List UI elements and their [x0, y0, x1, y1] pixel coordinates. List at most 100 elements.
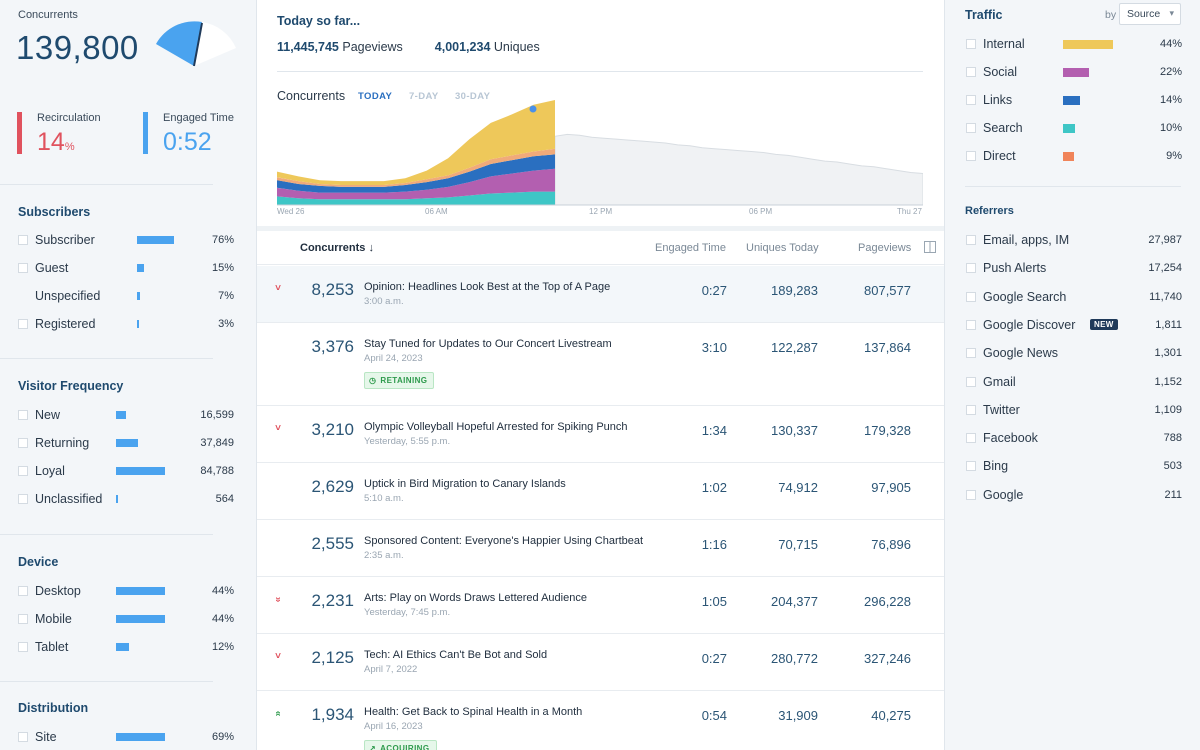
article-title[interactable]: Health: Get Back to Spinal Health in a M…	[364, 706, 583, 718]
referrer-row[interactable]: Gmail 1,152	[945, 373, 1200, 393]
table-header: Concurrents ↓ Engaged Time Uniques Today…	[257, 231, 944, 265]
checkbox[interactable]	[18, 494, 28, 504]
columns-icon[interactable]	[924, 241, 936, 253]
table-row[interactable]: 2,555 Sponsored Content: Everyone's Happi…	[257, 520, 944, 577]
checkbox[interactable]	[18, 410, 28, 420]
pageviews-value: 11,445,745	[277, 40, 339, 54]
checkbox[interactable]	[966, 235, 976, 245]
column-header-uniques-today[interactable]: Uniques Today	[746, 242, 819, 254]
checkbox[interactable]	[18, 642, 28, 652]
article-date: Yesterday, 5:55 p.m.	[364, 436, 451, 447]
subscriber-row[interactable]: Registered 3%	[0, 315, 240, 335]
traffic-source-select[interactable]: Source ▾	[1119, 3, 1181, 25]
row-uniques: 189,283	[771, 283, 818, 298]
table-row[interactable]: 3,376 Stay Tuned for Updates to Our Conce…	[257, 323, 944, 406]
checkbox[interactable]	[18, 732, 28, 742]
column-header-engaged-time[interactable]: Engaged Time	[655, 242, 726, 254]
checkbox[interactable]	[966, 123, 976, 133]
traffic-row[interactable]: Direct 9%	[945, 147, 1200, 167]
traffic-row[interactable]: Links 14%	[945, 91, 1200, 111]
tab-today[interactable]: TODAY	[358, 91, 393, 102]
visitor-frequency-title: Visitor Frequency	[18, 379, 124, 393]
referrer-value: 1,811	[1155, 318, 1182, 331]
checkbox[interactable]	[966, 404, 976, 415]
traffic-row[interactable]: Social 22%	[945, 63, 1200, 83]
table-row[interactable]: 2,629 Uptick in Bird Migration to Canary …	[257, 463, 944, 520]
visitor-frequency-row[interactable]: New 16,599	[0, 406, 240, 426]
visitor-frequency-value: 564	[215, 493, 234, 505]
article-title[interactable]: Sponsored Content: Everyone's Happier Us…	[364, 535, 644, 547]
checkbox[interactable]	[966, 39, 976, 49]
referrer-row[interactable]: Google News 1,301	[945, 344, 1200, 364]
table-row[interactable]: ˅ 2,125 Tech: AI Ethics Can't Be Bot and S…	[257, 634, 944, 691]
article-title[interactable]: Arts: Play on Words Draws Lettered Audie…	[364, 592, 587, 604]
tab-30-day[interactable]: 30-DAY	[455, 91, 491, 102]
article-title[interactable]: Olympic Volleyball Hopeful Arrested for …	[364, 421, 628, 433]
subscriber-row[interactable]: Unspecified 7%	[0, 287, 240, 307]
visitor-frequency-row[interactable]: Unclassified 564	[0, 490, 240, 510]
article-title[interactable]: Tech: AI Ethics Can't Be Bot and Sold	[364, 649, 548, 661]
referrer-row[interactable]: Twitter 1,109	[945, 401, 1200, 421]
row-engaged-time: 0:54	[701, 708, 727, 723]
column-header-concurrents[interactable]: Concurrents ↓	[300, 242, 374, 254]
divider	[277, 71, 923, 72]
checkbox[interactable]	[966, 95, 976, 105]
new-badge: NEW	[1090, 318, 1118, 330]
device-row[interactable]: Desktop 44%	[0, 582, 240, 602]
checkbox[interactable]	[966, 489, 976, 500]
referrer-label: Google	[983, 487, 1024, 502]
subscriber-row[interactable]: Guest 15%	[0, 259, 240, 279]
article-title[interactable]: Opinion: Headlines Look Best at the Top …	[364, 281, 611, 293]
row-engaged-time: 0:27	[701, 283, 727, 298]
device-row[interactable]: Tablet 12%	[0, 638, 240, 658]
checkbox[interactable]	[966, 151, 976, 161]
row-uniques: 130,337	[771, 423, 818, 438]
tab-7-day[interactable]: 7-DAY	[409, 91, 439, 102]
checkbox[interactable]	[18, 438, 28, 448]
traffic-row[interactable]: Internal 44%	[945, 35, 1200, 55]
checkbox[interactable]	[966, 263, 976, 274]
arrow-up-right-icon: ↗	[369, 744, 377, 750]
referrer-value: 1,109	[1154, 403, 1182, 416]
referrer-row[interactable]: Google Search 11,740	[945, 288, 1200, 308]
subscriber-row[interactable]: Subscriber 76%	[0, 231, 240, 251]
today-stats: 11,445,745 Pageviews 4,001,234 Uniques	[277, 40, 540, 54]
column-header-pageviews[interactable]: Pageviews	[858, 242, 912, 254]
referrers-title: Referrers	[965, 205, 1014, 217]
visitor-frequency-row[interactable]: Loyal 84,788	[0, 462, 240, 482]
checkbox[interactable]	[18, 586, 28, 596]
article-date: 2:35 a.m.	[364, 550, 404, 561]
distribution-row[interactable]: Site 69%	[0, 728, 240, 748]
referrer-row[interactable]: Email, apps, IM 27,987	[945, 231, 1200, 251]
referrer-row[interactable]: Bing 503	[945, 457, 1200, 477]
referrer-row[interactable]: Google 211	[945, 486, 1200, 506]
table-row[interactable]: ˅ 8,253 Opinion: Headlines Look Best at th…	[257, 266, 944, 323]
checkbox[interactable]	[18, 466, 28, 476]
checkbox[interactable]	[18, 263, 28, 273]
referrer-row[interactable]: Facebook 788	[945, 429, 1200, 449]
subscriber-value: 15%	[211, 262, 234, 274]
checkbox[interactable]	[18, 614, 28, 624]
referrer-row[interactable]: Google Discover NEW 1,811	[945, 316, 1200, 336]
checkbox[interactable]	[18, 319, 28, 329]
table-row[interactable]: « 1,934 Health: Get Back to Spinal Health …	[257, 691, 944, 750]
checkbox[interactable]	[966, 433, 976, 444]
traffic-row[interactable]: Search 10%	[945, 119, 1200, 139]
checkbox[interactable]	[966, 376, 976, 387]
checkbox[interactable]	[966, 291, 976, 302]
article-title[interactable]: Stay Tuned for Updates to Our Concert Li…	[364, 338, 612, 350]
visitor-frequency-row[interactable]: Returning 37,849	[0, 434, 240, 454]
engaged-time-label: Engaged Time	[163, 112, 234, 124]
checkbox[interactable]	[966, 67, 976, 77]
checkbox[interactable]	[18, 235, 28, 245]
checkbox[interactable]	[966, 461, 976, 472]
table-row[interactable]: ˅ 3,210 Olympic Volleyball Hopeful Arreste…	[257, 406, 944, 463]
visitor-frequency-bar	[116, 495, 118, 503]
visitor-frequency-label: New	[35, 408, 61, 422]
device-row[interactable]: Mobile 44%	[0, 610, 240, 630]
checkbox[interactable]	[966, 319, 976, 330]
article-title[interactable]: Uptick in Bird Migration to Canary Islan…	[364, 478, 566, 490]
table-row[interactable]: » 2,231 Arts: Play on Words Draws Lettered…	[257, 577, 944, 634]
referrer-row[interactable]: Push Alerts 17,254	[945, 259, 1200, 279]
checkbox[interactable]	[966, 348, 976, 359]
